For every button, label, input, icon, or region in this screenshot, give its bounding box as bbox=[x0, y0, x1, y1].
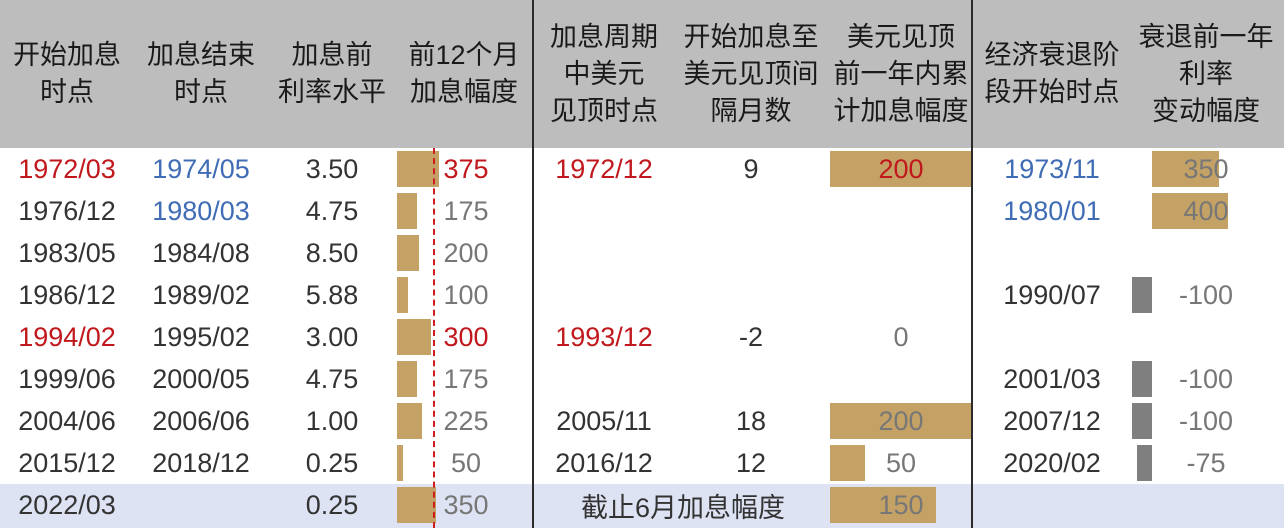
cell-end: 1980/03 bbox=[152, 195, 250, 226]
cell-months-to-peak: 9 bbox=[743, 153, 759, 184]
bar-12m-hike bbox=[397, 487, 436, 523]
cell-start: 2004/06 bbox=[18, 405, 116, 436]
reference-dashed-line bbox=[433, 148, 435, 528]
header-background bbox=[0, 0, 1284, 148]
bar-12m-hike bbox=[397, 277, 408, 313]
bar-12m-hike bbox=[397, 403, 422, 439]
cell-end: 2006/06 bbox=[152, 405, 250, 436]
cell-hike-before-peak: 50 bbox=[885, 447, 917, 478]
header-months-to-peak: 开始加息至 美元见顶间 隔月数 bbox=[683, 21, 819, 126]
cell-start: 1994/02 bbox=[18, 321, 116, 352]
cell-recession-start: 1980/01 bbox=[1003, 195, 1101, 226]
bar-hike-before-peak bbox=[830, 445, 865, 481]
cell-start: 1983/05 bbox=[18, 237, 116, 268]
cell-end: 1989/02 bbox=[152, 279, 250, 310]
cell-end: 1995/02 bbox=[152, 321, 250, 352]
cell-rate-change: -100 bbox=[1178, 405, 1234, 436]
cell-rate-change: -100 bbox=[1178, 279, 1234, 310]
cell-end: 1974/05 bbox=[152, 153, 250, 184]
current-row-background bbox=[0, 484, 1284, 528]
cell-end: 1984/08 bbox=[152, 237, 250, 268]
cell-usd-peak: 1993/12 bbox=[555, 321, 653, 352]
cell-prior-rate: 4.75 bbox=[305, 195, 359, 226]
cell-prior-rate: 1.00 bbox=[305, 405, 359, 436]
cell-start: 1986/12 bbox=[18, 279, 116, 310]
cell-usd-peak: 1972/12 bbox=[555, 153, 653, 184]
cell-hike-before-peak: 200 bbox=[878, 153, 924, 184]
cell-rate-change: -100 bbox=[1178, 363, 1234, 394]
cell-12m-hike: 50 bbox=[450, 447, 482, 478]
cell-prior-rate: 3.50 bbox=[305, 153, 359, 184]
column-separator-right bbox=[971, 0, 973, 528]
cell-start: 2015/12 bbox=[18, 447, 116, 478]
cell-12m-hike: 175 bbox=[443, 195, 489, 226]
bar-12m-hike bbox=[397, 361, 417, 397]
cell-prior-rate: 3.00 bbox=[305, 321, 359, 352]
cell-end: 2000/05 bbox=[152, 363, 250, 394]
cell-prior-rate: 8.50 bbox=[305, 237, 359, 268]
bar-hike-before-peak bbox=[830, 151, 971, 187]
cell-recession-start: 1990/07 bbox=[1003, 279, 1101, 310]
cell-hike-before-peak: 0 bbox=[893, 321, 909, 352]
cell-rate-change: 350 bbox=[1183, 153, 1229, 184]
bar-rate-change-negative bbox=[1132, 403, 1152, 439]
cell-hike-before-peak: 150 bbox=[878, 489, 924, 520]
cell-12m-hike: 375 bbox=[443, 153, 489, 184]
bar-12m-hike bbox=[397, 235, 419, 271]
cell-prior-rate: 0.25 bbox=[305, 447, 359, 478]
cell-recession-start: 1973/11 bbox=[1004, 153, 1100, 184]
cell-end: 2018/12 bbox=[152, 447, 250, 478]
header-prior-rate: 加息前 利率水平 bbox=[278, 40, 386, 107]
cell-rate-change: 400 bbox=[1183, 195, 1229, 226]
cell-months-to-peak: -2 bbox=[738, 321, 763, 352]
cell-12m-hike: 225 bbox=[443, 405, 489, 436]
bar-rate-change bbox=[1152, 151, 1219, 187]
bar-12m-hike bbox=[397, 193, 417, 229]
bar-hike-before-peak bbox=[830, 403, 971, 439]
header-usd-peak: 加息周期 中美元 见顶时点 bbox=[550, 21, 658, 126]
bar-12m-hike bbox=[397, 319, 431, 355]
bar-rate-change-negative bbox=[1132, 361, 1152, 397]
header-end: 加息结束 时点 bbox=[147, 40, 255, 107]
cell-months-to-peak: 18 bbox=[735, 405, 767, 436]
cell-12m-hike: 200 bbox=[443, 237, 489, 268]
cell-12m-hike: 175 bbox=[443, 363, 489, 394]
cell-12m-hike: 100 bbox=[443, 279, 489, 310]
cell-usd-peak: 2005/11 bbox=[556, 405, 652, 436]
cell-start: 1972/03 bbox=[18, 153, 116, 184]
cell-12m-hike: 350 bbox=[443, 489, 489, 520]
cell-end bbox=[134, 484, 268, 526]
cell-recession-start: 2001/03 bbox=[1003, 363, 1101, 394]
cell-recession-start: 2007/12 bbox=[1003, 405, 1101, 436]
bar-rate-change bbox=[1152, 193, 1228, 229]
header-start: 开始加息 时点 bbox=[13, 40, 121, 107]
cell-12m-hike: 300 bbox=[443, 321, 489, 352]
cell-recession-start: 2020/02 bbox=[1003, 447, 1101, 478]
column-separator-left bbox=[532, 0, 534, 528]
cell-prior-rate: 4.75 bbox=[305, 363, 359, 394]
bar-12m-hike bbox=[397, 151, 439, 187]
header-recession-start: 经济衰退阶 段开始时点 bbox=[984, 40, 1120, 107]
cell-prior-rate: 0.25 bbox=[305, 489, 359, 520]
bar-12m-hike bbox=[397, 445, 403, 481]
cell-prior-rate: 5.88 bbox=[305, 279, 359, 310]
bar-rate-change-negative bbox=[1137, 445, 1152, 481]
cell-start: 1976/12 bbox=[18, 195, 116, 226]
cell-hike-before-peak: 200 bbox=[878, 405, 924, 436]
cell-start: 1999/06 bbox=[18, 363, 116, 394]
bar-hike-before-peak bbox=[830, 487, 936, 523]
cell-usd-peak: 2016/12 bbox=[555, 447, 653, 478]
header-12m-hike: 前12个月 加息幅度 bbox=[408, 40, 520, 107]
cell-rate-change: -75 bbox=[1186, 447, 1226, 478]
header-hike-before-peak: 美元见顶 前一年内累 计加息幅度 bbox=[833, 21, 969, 126]
header-rate-change: 衰退前一年 利率 变动幅度 bbox=[1138, 21, 1274, 126]
cell-start: 2022/03 bbox=[18, 489, 116, 520]
cell-months-to-peak: 12 bbox=[735, 447, 767, 478]
cell-current-note: 截止6月加息幅度 bbox=[580, 492, 786, 523]
bar-rate-change-negative bbox=[1132, 277, 1152, 313]
